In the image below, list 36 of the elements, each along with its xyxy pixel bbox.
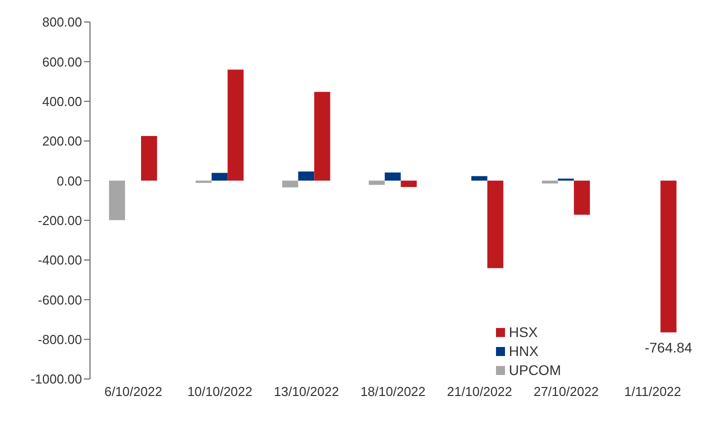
bar: [487, 180, 504, 268]
y-tick-label: 600.00: [42, 54, 82, 70]
y-tick-label: -400.00: [38, 252, 82, 268]
bar: [298, 172, 314, 181]
bar: [660, 180, 676, 332]
y-tick-label: 400.00: [42, 94, 82, 109]
bar: [212, 172, 228, 181]
x-tick-label: 6/10/2022: [104, 384, 162, 400]
bar: [400, 180, 417, 188]
x-tick-label: 10/10/2022: [187, 384, 252, 400]
bar: [141, 136, 158, 181]
legend-label: HSX: [508, 323, 538, 342]
x-tick-label: 21/10/2022: [447, 384, 512, 400]
bar: [542, 180, 558, 184]
x-tick-label: 1/11/2022: [624, 384, 682, 400]
y-tick-label: -600.00: [38, 292, 82, 308]
y-tick-label: 0.00: [56, 173, 82, 188]
bar: [574, 180, 590, 215]
bar: [109, 180, 126, 220]
data-label: -764.84: [644, 339, 692, 356]
y-tick-label: -200.00: [38, 212, 82, 228]
bar: [471, 176, 488, 181]
bar: [228, 70, 244, 181]
bar: [314, 92, 330, 181]
bar: [384, 172, 401, 181]
bar: [282, 180, 298, 188]
y-tick-label: 800.00: [42, 14, 82, 30]
x-tick-label: 13/10/2022: [274, 384, 339, 400]
y-tick-label: -1000.00: [30, 372, 82, 387]
y-tick-label: -800.00: [38, 332, 82, 347]
x-tick-label: 18/10/2022: [360, 384, 426, 400]
legend-label: HNX: [508, 342, 538, 361]
legend-label: UPCOM: [508, 361, 561, 380]
bar: [368, 180, 385, 185]
y-tick-label: 200.00: [42, 134, 82, 149]
x-tick-label: 27/10/2022: [534, 384, 599, 400]
